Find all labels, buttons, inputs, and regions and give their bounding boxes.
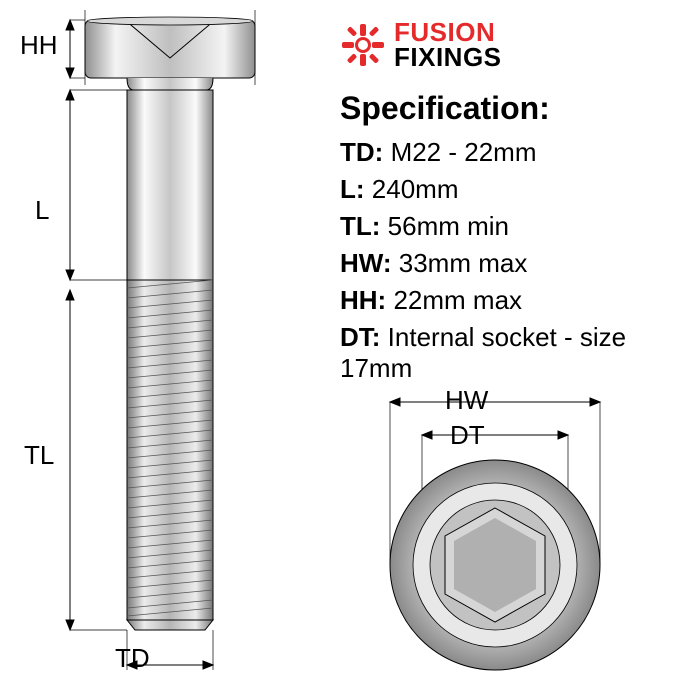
- spec-row-dt: DT: Internal socket - size 17mm: [340, 322, 700, 384]
- spec-value: 22mm max: [393, 285, 522, 315]
- brand-line2: FIXINGS: [394, 45, 502, 70]
- label-td: TD: [115, 643, 150, 674]
- label-dt: DT: [450, 420, 485, 451]
- spec-label: HH:: [340, 285, 386, 315]
- spec-value: Internal socket - size 17mm: [340, 322, 626, 383]
- spec-value: M22 - 22mm: [391, 137, 537, 167]
- spec-value: 56mm min: [388, 211, 509, 241]
- specification-block: Specification: TD: M22 - 22mm L: 240mm T…: [340, 90, 700, 390]
- brand-line1: FUSION: [394, 20, 502, 45]
- spec-label: TL:: [340, 211, 380, 241]
- spec-label: HW:: [340, 248, 392, 278]
- diagram-canvas: HH L TL TD HW DT FUSION FIXINGS Specific…: [0, 0, 700, 700]
- spec-label: TD:: [340, 137, 383, 167]
- spec-row-hw: HW: 33mm max: [340, 248, 700, 279]
- spec-label: L:: [340, 174, 365, 204]
- brand-logo: FUSION FIXINGS: [340, 20, 502, 69]
- spec-row-td: TD: M22 - 22mm: [340, 137, 700, 168]
- spec-row-l: L: 240mm: [340, 174, 700, 205]
- spec-value: 33mm max: [399, 248, 528, 278]
- logo-icon: [340, 22, 386, 68]
- label-tl: TL: [24, 440, 54, 471]
- top-view-schematic: [360, 380, 650, 680]
- spec-value: 240mm: [372, 174, 459, 204]
- label-hh: HH: [20, 30, 58, 61]
- spec-row-tl: TL: 56mm min: [340, 211, 700, 242]
- spec-label: DT:: [340, 322, 380, 352]
- spec-title: Specification:: [340, 90, 700, 127]
- label-l: L: [35, 195, 49, 226]
- side-view-schematic: [10, 10, 330, 700]
- spec-row-hh: HH: 22mm max: [340, 285, 700, 316]
